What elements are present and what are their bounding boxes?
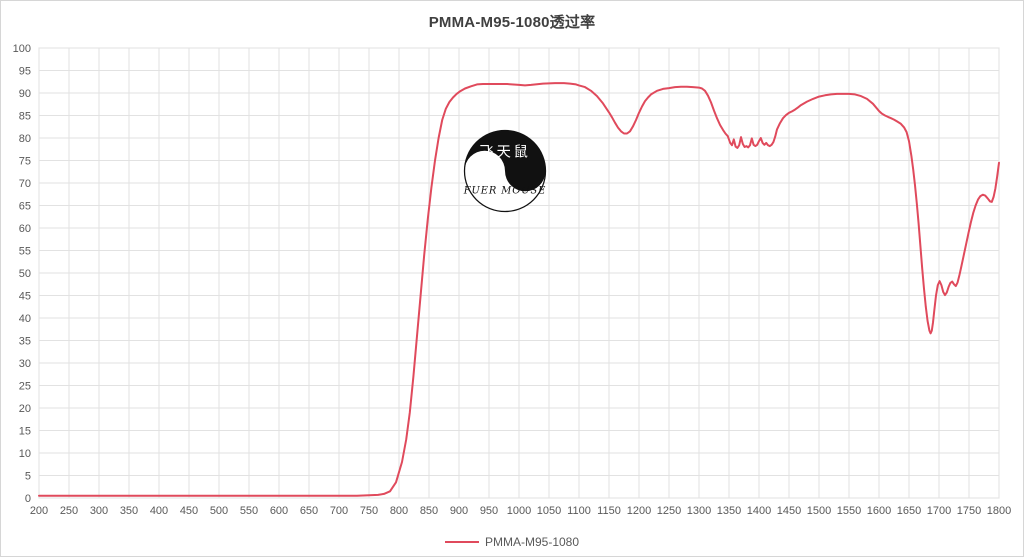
x-tick-label: 1700 xyxy=(927,505,951,517)
x-tick-label: 1450 xyxy=(777,505,801,517)
x-tick-label: 350 xyxy=(120,505,138,517)
x-tick-label: 300 xyxy=(90,505,108,517)
y-tick-label: 75 xyxy=(19,156,31,168)
y-tick-label: 100 xyxy=(13,43,31,55)
legend-line-marker xyxy=(444,541,479,543)
y-tick-label: 40 xyxy=(19,313,31,325)
x-axis-tick-labels: 200 250 300 350 400 450 500 550 600 650 700 750 800 8… xyxy=(30,505,1011,517)
x-tick-label: 850 xyxy=(420,505,438,517)
y-tick-label: 80 xyxy=(19,133,31,145)
logo-english-text: FUER MOUSE xyxy=(463,186,546,197)
x-tick-label: 800 xyxy=(390,505,408,517)
x-tick-label: 1250 xyxy=(657,505,681,517)
y-tick-label: 50 xyxy=(19,268,31,280)
y-tick-label: 45 xyxy=(19,291,31,303)
x-tick-label: 1350 xyxy=(717,505,741,517)
y-tick-label: 30 xyxy=(19,358,31,370)
x-tick-label: 1150 xyxy=(597,505,621,517)
x-tick-label: 1000 xyxy=(507,505,531,517)
y-tick-label: 60 xyxy=(19,223,31,235)
x-tick-label: 1500 xyxy=(807,505,831,517)
y-axis-tick-labels: 0 5 10 15 20 25 30 35 40 45 50 55 60 65 70 75 80 85 90 95 10… xyxy=(13,43,31,505)
x-tick-label: 700 xyxy=(330,505,348,517)
y-tick-label: 70 xyxy=(19,178,31,190)
x-tick-label: 1400 xyxy=(747,505,771,517)
y-tick-label: 65 xyxy=(19,201,31,213)
series-line-pmma xyxy=(38,82,1000,497)
y-tick-label: 90 xyxy=(19,88,31,100)
y-tick-label: 5 xyxy=(25,471,31,483)
y-tick-label: 25 xyxy=(19,381,31,393)
x-tick-label: 500 xyxy=(210,505,228,517)
x-tick-label: 1100 xyxy=(567,505,591,517)
x-tick-label: 450 xyxy=(180,505,198,517)
y-tick-label: 95 xyxy=(19,66,31,78)
x-tick-label: 1650 xyxy=(897,505,921,517)
x-tick-label: 600 xyxy=(270,505,288,517)
y-tick-label: 35 xyxy=(19,336,31,348)
y-tick-label: 15 xyxy=(19,426,31,438)
x-tick-label: 950 xyxy=(480,505,498,517)
x-tick-label: 1550 xyxy=(837,505,861,517)
x-tick-label: 1750 xyxy=(957,505,981,517)
x-tick-label: 200 xyxy=(30,505,48,517)
x-tick-label: 1800 xyxy=(987,505,1011,517)
y-tick-label: 85 xyxy=(19,111,31,123)
brand-logo: 飞天鼠 FUER MOUSE xyxy=(463,129,547,213)
x-tick-label: 400 xyxy=(150,505,168,517)
chart-title: PMMA-M95-1080透过率 xyxy=(428,14,596,31)
y-tick-label: 55 xyxy=(19,246,31,258)
x-tick-label: 1600 xyxy=(867,505,891,517)
logo-chinese-text: 飞天鼠 xyxy=(479,144,530,161)
x-tick-label: 550 xyxy=(240,505,258,517)
logo-yinyang-black-half xyxy=(464,130,546,192)
legend-label: PMMA-M95-1080 xyxy=(484,535,580,549)
y-tick-label: 10 xyxy=(19,448,31,460)
x-tick-label: 250 xyxy=(60,505,78,517)
y-tick-label: 20 xyxy=(19,403,31,415)
x-tick-label: 650 xyxy=(300,505,318,517)
legend: PMMA-M95-1080 xyxy=(1,535,1023,549)
x-tick-label: 900 xyxy=(450,505,468,517)
x-tick-label: 1300 xyxy=(687,505,711,517)
gridlines xyxy=(38,47,1000,499)
y-tick-label: 0 xyxy=(25,493,31,505)
x-tick-label: 750 xyxy=(360,505,378,517)
x-tick-label: 1050 xyxy=(537,505,561,517)
x-tick-label: 1200 xyxy=(627,505,651,517)
